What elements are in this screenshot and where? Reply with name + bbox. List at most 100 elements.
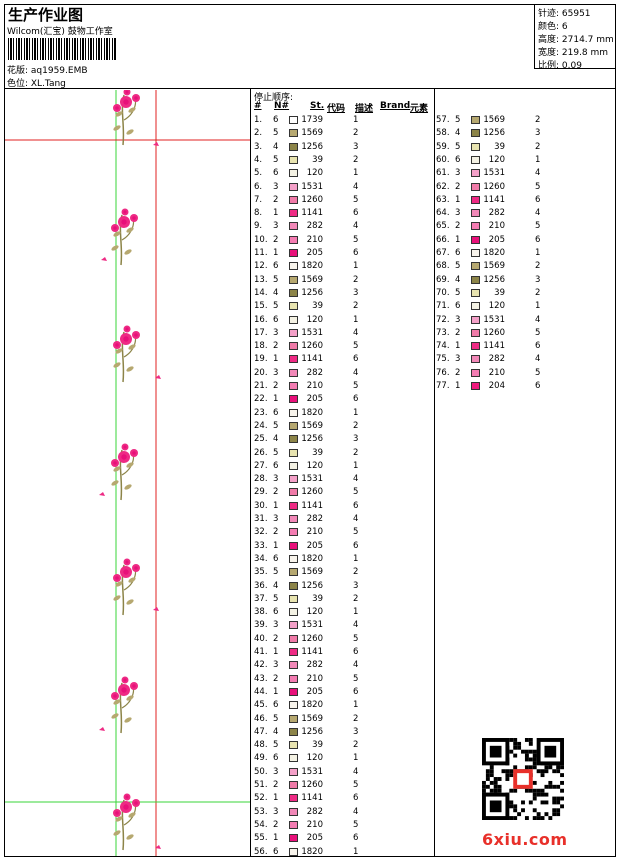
stitch-element: 1	[353, 753, 359, 764]
qr-module	[497, 788, 502, 793]
qr-module	[505, 769, 510, 774]
stop-index: 30.	[254, 500, 268, 511]
qr-module	[513, 816, 518, 820]
color-swatch	[289, 568, 298, 577]
stop-index: 69.	[436, 274, 450, 285]
qr-module	[489, 780, 494, 785]
color-swatch	[289, 315, 298, 324]
stitch-element: 4	[353, 474, 359, 485]
needle-number: 3	[273, 327, 279, 338]
stop-index: 47.	[254, 726, 268, 737]
stop-index: 28.	[254, 474, 268, 485]
leaf	[126, 366, 134, 372]
needle-number: 2	[455, 327, 461, 338]
thread-code: 1531	[301, 766, 323, 777]
stop-index: 12.	[254, 261, 268, 272]
thread-code: 1531	[483, 168, 505, 179]
needle-number: 2	[455, 221, 461, 232]
qr-module	[513, 765, 518, 770]
stop-row: 52. 1 1141 6	[254, 792, 429, 805]
stop-index: 1.	[254, 115, 263, 125]
stop-index: 51.	[254, 780, 268, 790]
stop-row: 1. 6 1739 1	[254, 114, 429, 127]
stop-row: 56. 6 1820 1	[254, 846, 429, 859]
stop-index: 26.	[254, 447, 268, 458]
needle-number: 4	[455, 274, 461, 285]
qr-module	[509, 773, 514, 778]
thread-code: 210	[306, 819, 323, 830]
needle-number: 5	[273, 154, 279, 165]
thread-code: 39	[312, 740, 323, 751]
color-swatch	[289, 807, 298, 816]
qr-module	[548, 816, 553, 820]
qr-module	[552, 769, 557, 774]
stop-row: 63. 1 1141 6	[436, 194, 611, 207]
needle-number: 6	[273, 314, 279, 325]
qr-module	[485, 784, 490, 789]
stop-index: 22.	[254, 394, 268, 405]
thread-code: 1531	[301, 327, 323, 338]
stitch-element: 2	[353, 420, 359, 431]
stop-index: 19.	[254, 354, 268, 365]
stop-index: 25.	[254, 434, 268, 445]
stop-index: 2.	[254, 128, 263, 139]
qr-module	[489, 769, 494, 774]
needle-number: 5	[273, 567, 279, 578]
stitch-element: 4	[353, 660, 359, 671]
qr-module	[509, 749, 514, 754]
color-swatch	[289, 421, 298, 430]
stitch-element: 5	[535, 367, 541, 378]
stop-index: 7.	[254, 194, 263, 205]
petal	[155, 845, 161, 849]
flower-center	[123, 569, 129, 575]
stop-row: 53. 3 282 4	[254, 806, 429, 819]
thread-code: 1260	[301, 194, 323, 205]
color-swatch	[289, 155, 298, 164]
leaf	[128, 812, 136, 818]
color-swatch	[289, 714, 298, 723]
thread-code: 1820	[301, 261, 323, 272]
leaf	[126, 227, 134, 233]
qr-module	[532, 753, 537, 758]
qr-module	[552, 800, 557, 805]
qr-module	[540, 800, 545, 805]
qr-module	[532, 808, 537, 813]
list-column-divider	[434, 88, 435, 857]
col-brand: Brand	[380, 101, 411, 111]
color-swatch	[471, 209, 480, 218]
design-preview	[5, 90, 250, 856]
thread-code: 120	[306, 168, 323, 179]
thread-code: 1820	[301, 846, 323, 857]
color-swatch	[289, 235, 298, 244]
stitch-element: 1	[353, 314, 359, 325]
color-swatch	[471, 182, 480, 191]
thread-code: 39	[312, 447, 323, 458]
qr-module	[485, 769, 490, 774]
qr-module	[517, 745, 522, 750]
stop-row: 45. 6 1820 1	[254, 699, 429, 712]
thread-code: 205	[306, 540, 323, 551]
stitch-element: 4	[535, 168, 541, 179]
stop-index: 50.	[254, 766, 268, 777]
flower-center	[115, 343, 119, 347]
stitch-element: 6	[353, 540, 359, 551]
qr-module	[513, 808, 518, 813]
stop-index: 62.	[436, 181, 450, 192]
thread-code: 1141	[301, 793, 323, 804]
stitch-element: 1	[535, 248, 541, 258]
needle-number: 2	[273, 780, 279, 790]
color-swatch	[289, 195, 298, 204]
qr-finder	[544, 745, 557, 758]
color-swatch	[289, 834, 298, 843]
qr-module	[517, 741, 522, 746]
thread-code: 1141	[301, 208, 323, 219]
color-swatch	[289, 661, 298, 670]
needle-number: 1	[273, 647, 279, 657]
stitch-element: 6	[353, 500, 359, 511]
qr-module	[505, 773, 510, 778]
flower-center	[121, 454, 127, 460]
petal	[99, 492, 105, 496]
qr-module	[513, 804, 518, 809]
stitch-element: 1	[353, 846, 359, 857]
stop-row: 60. 6 120 1	[436, 154, 611, 167]
